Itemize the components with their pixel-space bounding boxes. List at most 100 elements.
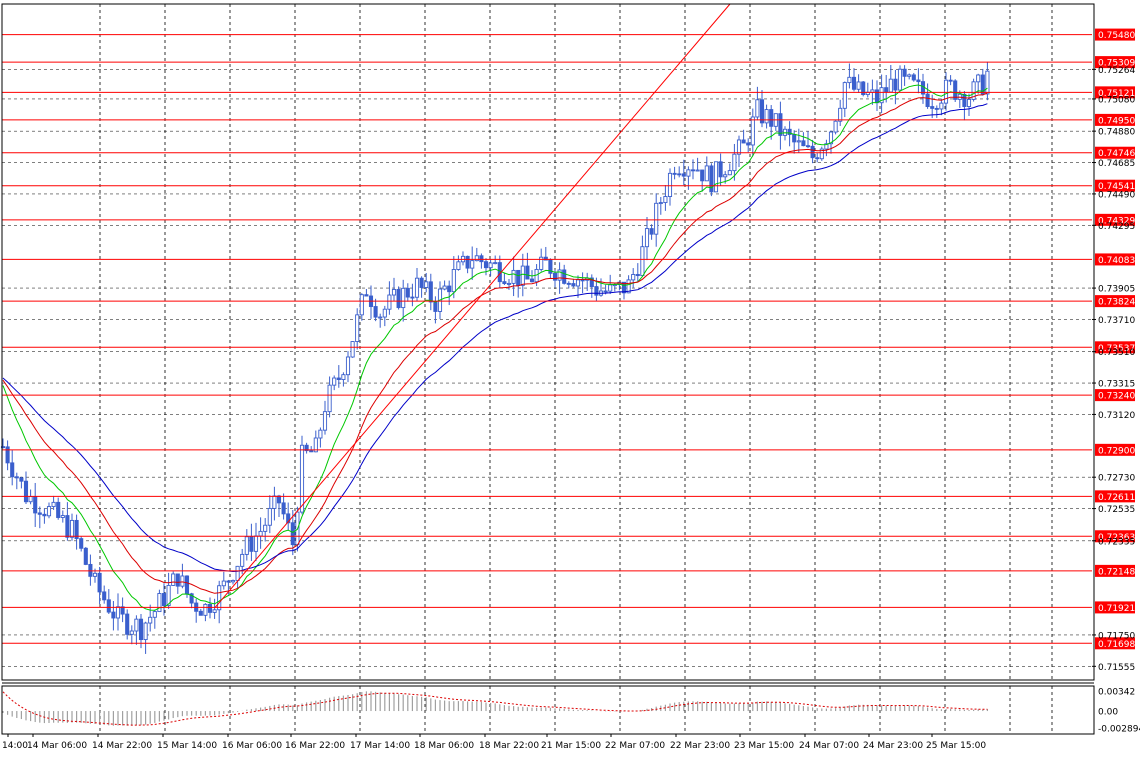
candle-body (603, 290, 608, 293)
candle-body (125, 613, 130, 635)
candle-body (286, 513, 291, 524)
candle-body (966, 98, 972, 107)
candle-body (56, 501, 61, 518)
candle-body (341, 374, 346, 380)
candle-body (359, 294, 364, 316)
candle-body (129, 630, 134, 635)
level-tag-label: 0.74746 (1098, 149, 1135, 159)
time-tick-label: 24 Mar 23:00 (863, 741, 923, 751)
candles (0, 61, 990, 654)
time-tick-label: 22 Mar 23:00 (670, 741, 730, 751)
osc-tick-label: 0.00 (1098, 708, 1118, 718)
candle-body (470, 260, 475, 269)
candle-body (175, 573, 180, 587)
candle-body (874, 89, 880, 104)
candle-body (520, 265, 525, 286)
candle-body (736, 139, 742, 155)
level-tag-label: 0.75480 (1098, 31, 1135, 41)
candle-body (856, 81, 861, 90)
candle-body (120, 606, 125, 615)
time-tick-label: 21 Mar 15:00 (541, 741, 601, 751)
candle-body (686, 169, 691, 177)
candle-body (456, 261, 461, 270)
candle-body (483, 261, 489, 269)
candle-body (451, 269, 456, 293)
candle-body (46, 506, 52, 517)
candle-body (313, 437, 318, 453)
candle-body (240, 553, 245, 567)
ma-slow-line (2, 103, 988, 573)
ma-fast-line (2, 84, 988, 611)
candle-body (138, 618, 144, 641)
price-tick-label: 0.75264 (1098, 66, 1135, 76)
candle-body (0, 446, 6, 449)
candle-body (148, 616, 153, 624)
candle-body (529, 278, 535, 283)
candle-body (552, 272, 558, 281)
candle-body (350, 341, 355, 358)
candle-body (281, 502, 286, 515)
candle-body (695, 169, 700, 172)
level-tag-label: 0.71698 (1098, 640, 1135, 650)
candle-body (258, 530, 263, 537)
price-tick-label: 0.72730 (1098, 474, 1135, 484)
candle-body (819, 148, 824, 160)
candle-body (971, 81, 976, 100)
candle-body (221, 580, 226, 587)
candle-body (28, 496, 33, 503)
candle-body (309, 450, 314, 453)
level-tag (1095, 213, 1135, 226)
level-tag-label: 0.71921 (1098, 604, 1135, 614)
level-tag (1095, 56, 1135, 69)
candle-body (410, 296, 415, 299)
candle-body (102, 591, 107, 601)
candle-body (672, 172, 677, 175)
candle-body (897, 68, 903, 91)
candle-body (787, 128, 792, 135)
price-tick-label: 0.74295 (1098, 222, 1135, 232)
candle-body (364, 294, 369, 297)
candle-body (723, 174, 728, 178)
candle-body (792, 134, 797, 143)
candle-body (5, 446, 10, 464)
price-tick-label: 0.74880 (1098, 128, 1135, 138)
candle-body (171, 573, 176, 586)
candle-body (276, 495, 282, 504)
candle-body (948, 79, 953, 82)
level-tag (1095, 637, 1135, 650)
level-tag-label: 0.74541 (1098, 182, 1135, 192)
level-tag (1095, 86, 1135, 99)
candle-body (447, 285, 452, 293)
candle-body (700, 169, 705, 182)
candle-body (152, 611, 157, 618)
candle-body (332, 377, 337, 386)
price-tick-label: 0.73315 (1098, 380, 1135, 390)
time-tick-label: 17 Mar 14:00 (350, 741, 410, 751)
candle-body (801, 140, 806, 147)
candle-body (985, 70, 990, 95)
candle-body (741, 139, 746, 144)
time-tick-label: 24 Mar 07:00 (799, 741, 859, 751)
candle-body (557, 269, 562, 281)
candle-body (861, 81, 866, 96)
candle-body (902, 68, 907, 77)
candle-body (33, 496, 38, 514)
candle-body (631, 274, 636, 281)
candle-body (272, 495, 277, 509)
price-tick-label: 0.73120 (1098, 411, 1135, 421)
candle-body (79, 538, 84, 549)
candle-body (911, 74, 916, 81)
level-tag (1095, 490, 1135, 503)
candle-body (345, 356, 351, 376)
candle-body (304, 444, 309, 452)
candle-body (934, 107, 939, 110)
candle-body (824, 143, 829, 150)
price-tick-label: 0.73510 (1098, 348, 1135, 358)
candle-body (764, 109, 769, 124)
candle-body (10, 462, 15, 478)
level-tag (1095, 443, 1135, 456)
time-tick-label: 14:00 (2, 741, 28, 751)
candle-body (851, 76, 857, 90)
price-tick-label: 0.72335 (1098, 537, 1135, 547)
candle-body (433, 301, 438, 312)
